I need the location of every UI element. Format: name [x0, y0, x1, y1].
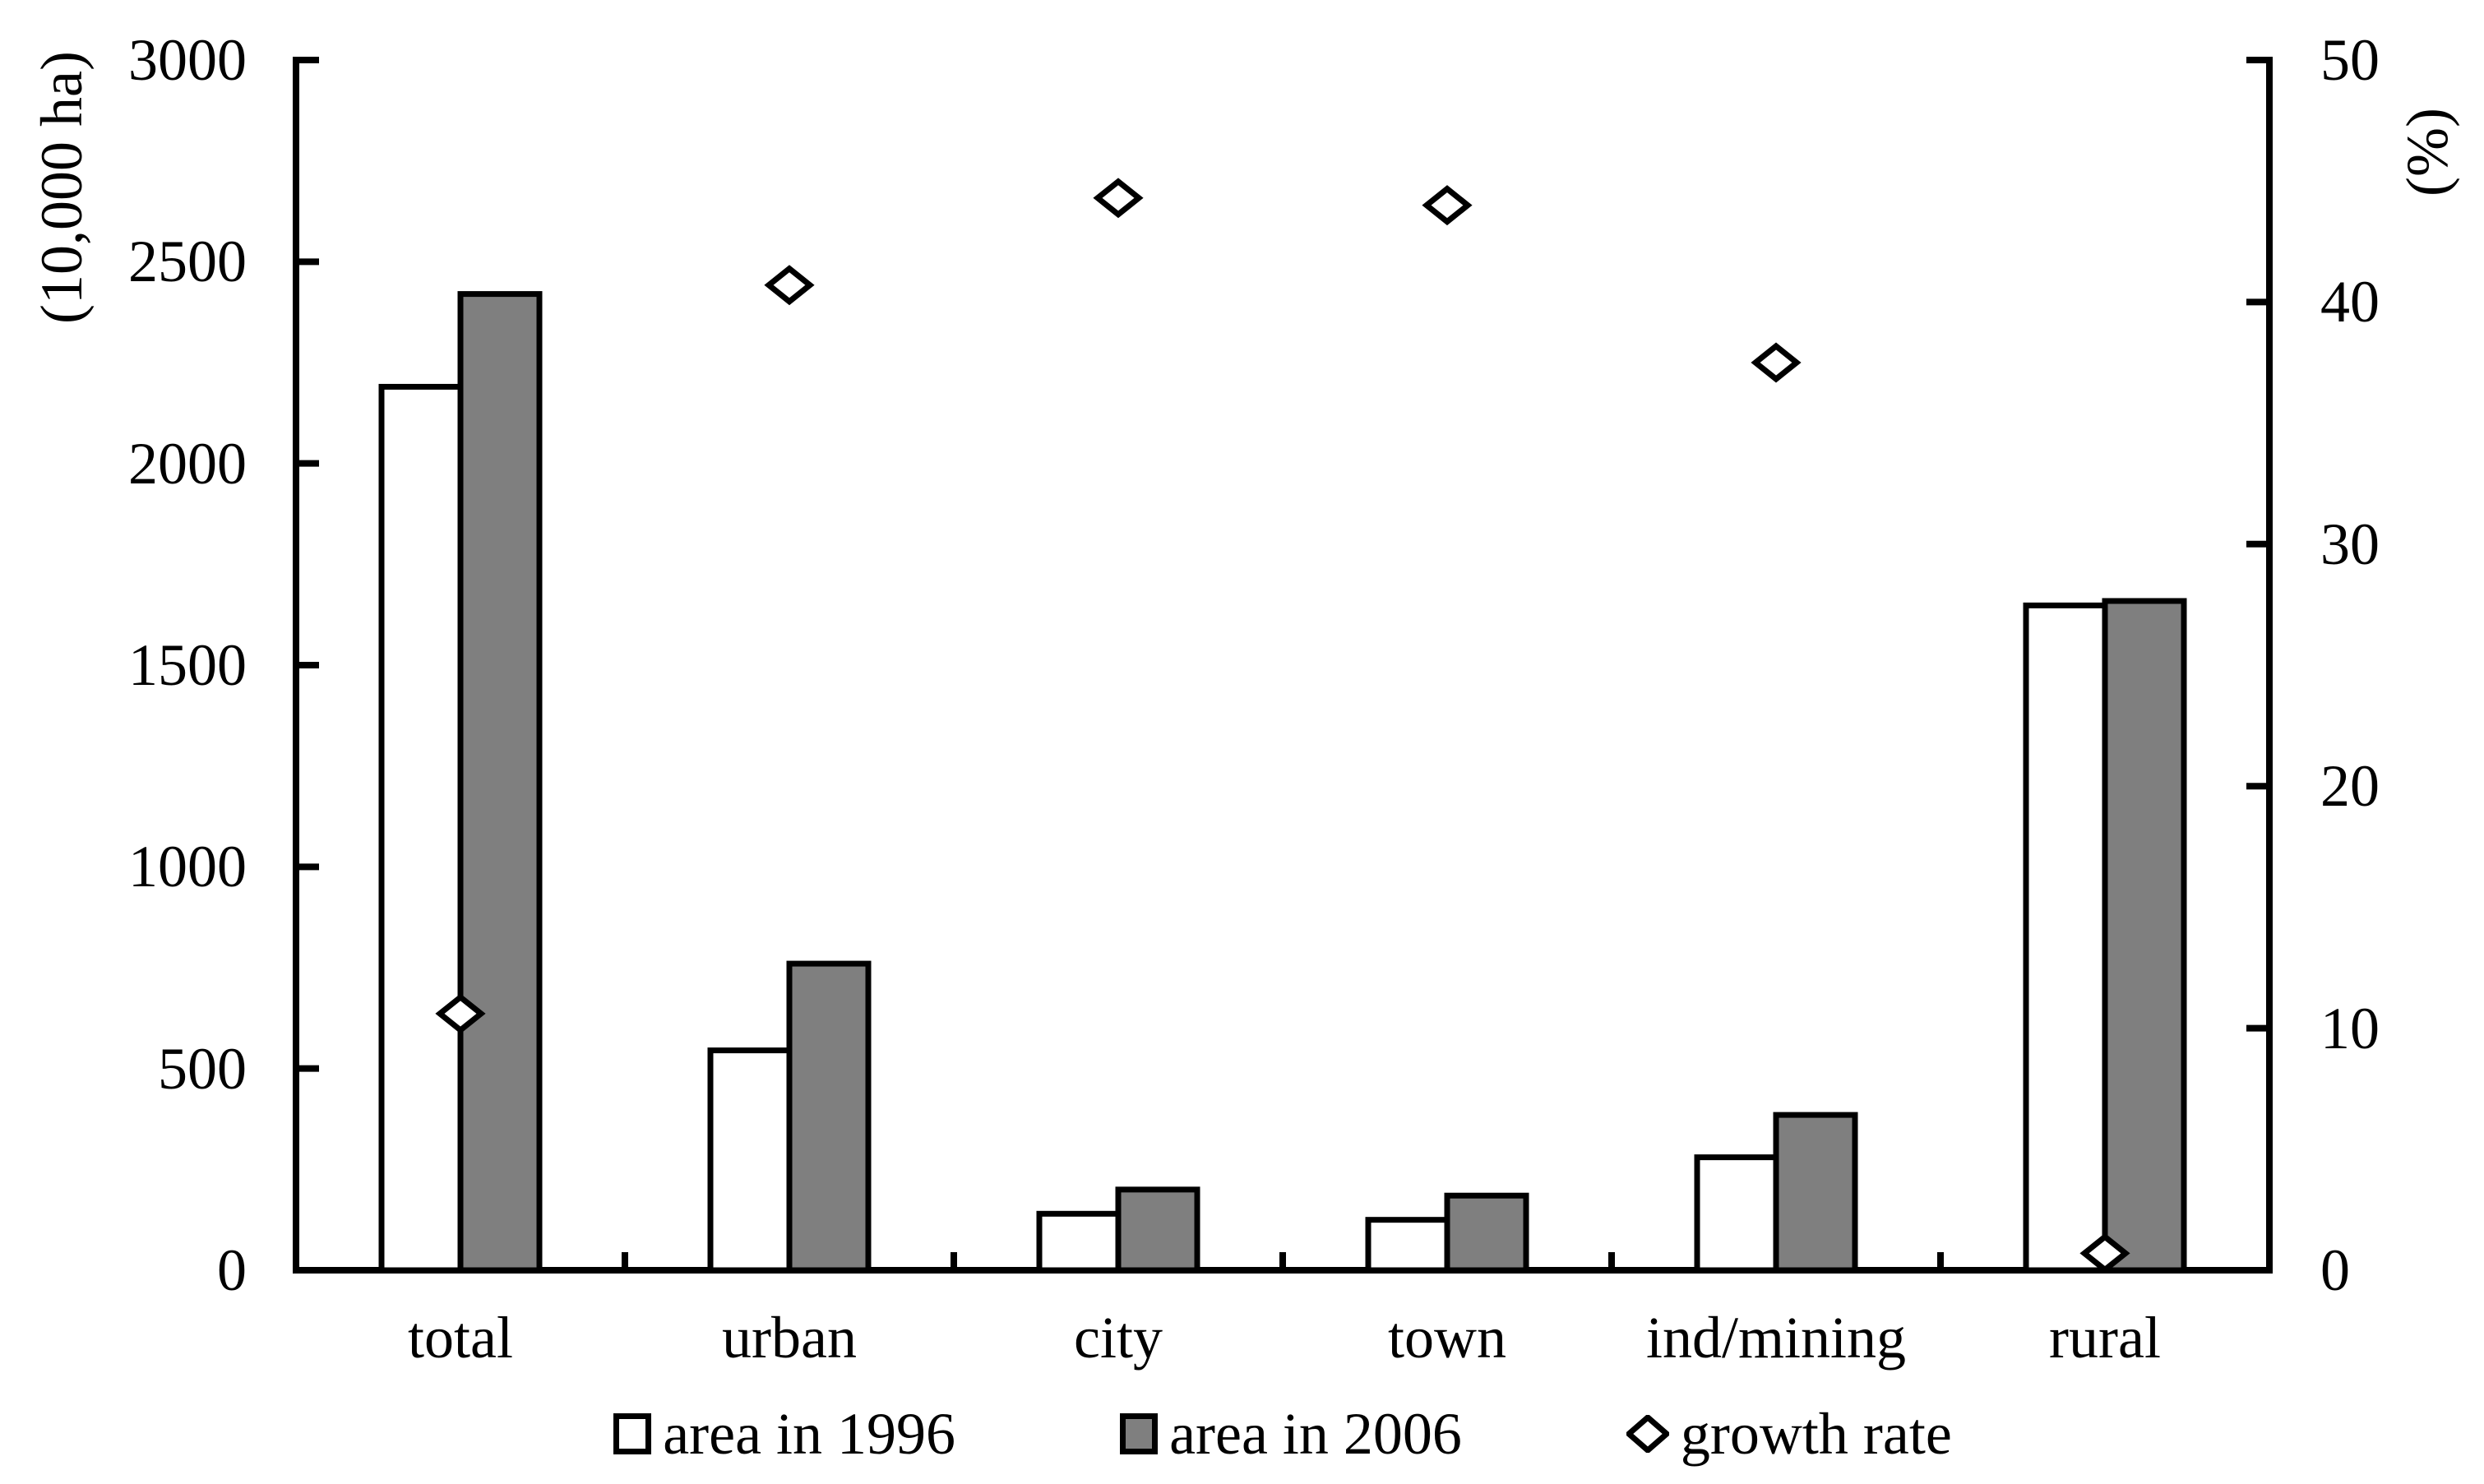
legend-label-growth-rate: growth rate	[1680, 1401, 1952, 1467]
right-tick-label-0: 0	[2320, 1237, 2350, 1303]
right-axis-title: (%)	[2394, 108, 2460, 196]
legend: area in 1996 area in 2006 growth rate	[296, 1403, 2269, 1465]
left-tick-label-1500: 1500	[128, 632, 247, 698]
left-tick-label-500: 500	[158, 1035, 247, 1102]
bar-area-in-1996-ind-mining	[1694, 1154, 1779, 1274]
bar-area-in-2006-total	[457, 291, 543, 1274]
right-tick-label-50: 50	[2320, 27, 2380, 93]
right-tick-label-40: 40	[2320, 269, 2380, 335]
bar-area-in-2006-urban	[786, 960, 872, 1274]
bar-area-in-1996-town	[1365, 1217, 1450, 1274]
legend-label-area-2006: area in 2006	[1169, 1401, 1462, 1467]
legend-swatch-1996-icon	[613, 1413, 652, 1454]
bar-area-in-2006-town	[1444, 1192, 1529, 1274]
marker-growth-rate-urban	[764, 265, 815, 306]
legend-swatch-2006-icon	[1120, 1413, 1159, 1454]
bar-area-in-2006-city	[1115, 1186, 1200, 1274]
marker-growth-rate-total	[435, 993, 486, 1034]
bar-area-in-2006-rural	[2102, 598, 2187, 1274]
category-label-ind-mining: ind/mining	[1645, 1305, 1907, 1371]
bar-area-in-1996-total	[378, 383, 464, 1274]
marker-growth-rate-city	[1093, 178, 1144, 219]
bar-area-in-1996-city	[1036, 1210, 1122, 1274]
left-axis-title: (10,000 ha)	[29, 51, 95, 324]
marker-growth-rate-ind-mining	[1751, 342, 1802, 383]
left-tick-label-2500: 2500	[128, 229, 247, 295]
legend-item-growth-rate: growth rate	[1626, 1403, 1952, 1465]
category-label-total: total	[408, 1305, 513, 1371]
category-label-town: town	[1388, 1305, 1506, 1371]
marker-growth-rate-rural	[2079, 1232, 2130, 1274]
bar-area-in-2006-ind-mining	[1773, 1112, 1858, 1274]
right-tick-label-30: 30	[2320, 511, 2380, 577]
left-tick-label-1000: 1000	[128, 834, 247, 900]
bar-area-in-1996-rural	[2023, 602, 2108, 1274]
legend-label-area-1996: area in 1996	[663, 1401, 956, 1467]
right-tick-label-10: 10	[2320, 995, 2380, 1061]
bar-area-in-1996-urban	[707, 1047, 793, 1274]
category-label-rural: rural	[2049, 1305, 2161, 1371]
left-tick-label-0: 0	[217, 1237, 247, 1303]
category-label-urban: urban	[722, 1305, 857, 1371]
category-label-city: city	[1074, 1305, 1163, 1371]
legend-item-area-2006: area in 2006	[1120, 1403, 1462, 1465]
right-tick-label-20: 20	[2320, 753, 2380, 820]
marker-growth-rate-town	[1422, 185, 1473, 226]
legend-item-area-1996: area in 1996	[613, 1403, 955, 1465]
left-tick-label-3000: 3000	[128, 27, 247, 93]
left-tick-label-2000: 2000	[128, 430, 247, 497]
legend-diamond-icon	[1626, 1415, 1669, 1453]
